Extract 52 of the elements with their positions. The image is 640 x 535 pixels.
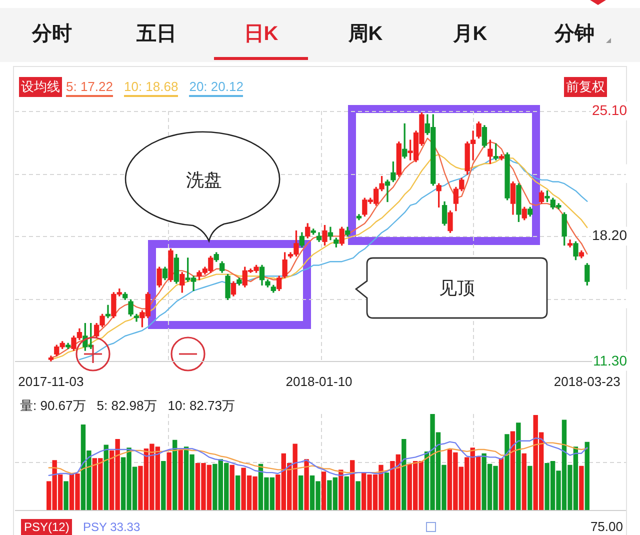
bar xyxy=(584,442,590,510)
bar xyxy=(321,472,326,510)
bar xyxy=(104,444,108,510)
text: 月K xyxy=(452,22,488,47)
text: 分钟 xyxy=(553,22,596,47)
bar xyxy=(356,481,360,510)
text: 周K xyxy=(347,22,384,47)
bar xyxy=(304,459,309,510)
bar xyxy=(350,460,355,510)
bar xyxy=(384,472,390,510)
text: 75.00 xyxy=(590,519,623,535)
x-tick-label: 2017-11-03 xyxy=(18,374,84,389)
bar xyxy=(178,450,183,510)
bar xyxy=(344,476,349,510)
bar xyxy=(161,461,166,510)
bar xyxy=(166,452,172,510)
text: 前复权 xyxy=(564,77,607,97)
annotation: 洗盘 xyxy=(185,169,223,192)
bar xyxy=(510,431,516,510)
bar xyxy=(516,422,521,510)
x-tick-label: 2018-03-23 xyxy=(554,374,620,389)
bar xyxy=(402,438,406,510)
text: 分时 xyxy=(30,22,73,47)
text: 5: 17.22 xyxy=(66,79,113,97)
bar xyxy=(298,475,304,510)
y-tick-label: 18.20 xyxy=(592,227,628,244)
y-tick-label: 11.30 xyxy=(593,352,628,368)
bar xyxy=(498,458,504,510)
bar xyxy=(522,453,526,510)
bar xyxy=(64,481,68,510)
text: 20: 20.12 xyxy=(189,79,244,97)
x-tick-label: 2018-01-10 xyxy=(286,374,352,389)
bar xyxy=(338,470,344,510)
bar xyxy=(579,466,584,510)
text: 五日 xyxy=(136,22,178,47)
text: 10: 18.68 xyxy=(124,79,178,97)
bar xyxy=(235,475,240,510)
bar xyxy=(528,466,532,510)
text: 量: 90.67万 xyxy=(20,398,86,414)
text: 5: 82.98万 xyxy=(96,398,157,414)
candlestick xyxy=(105,304,111,318)
candlestick xyxy=(384,180,390,202)
text: PSY 33.33 xyxy=(83,519,140,535)
text: PSY(12) xyxy=(21,519,72,535)
annotation: 见顶 xyxy=(438,277,476,300)
text: 设均线 xyxy=(19,77,62,97)
text: 日K xyxy=(242,22,280,47)
text: 10: 82.73万 xyxy=(168,398,235,414)
bar xyxy=(172,440,178,510)
bar xyxy=(504,434,510,510)
bar xyxy=(230,464,234,510)
y-tick-label: 25.10 xyxy=(592,102,628,118)
